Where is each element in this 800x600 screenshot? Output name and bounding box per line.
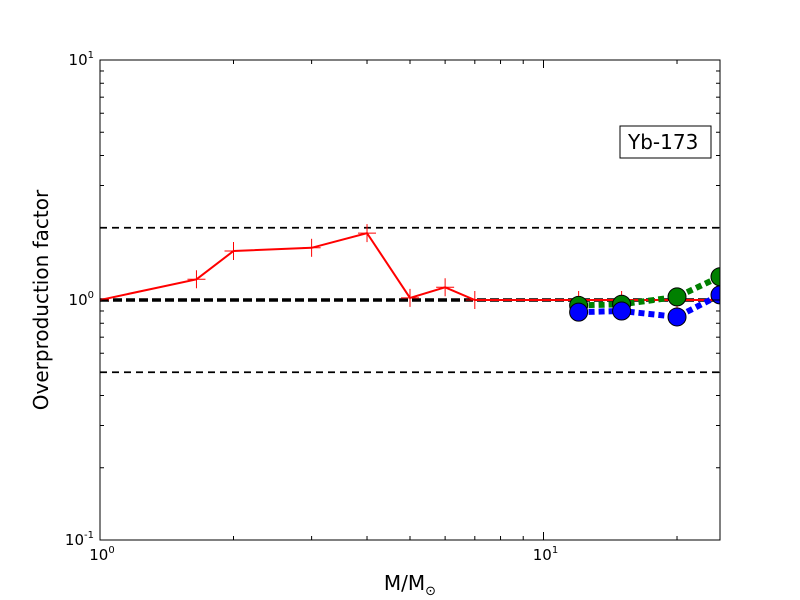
x-tick-label: 101 [533, 545, 558, 564]
x-axis-label-sun-symbol: ⊙ [425, 584, 436, 599]
data-point [667, 287, 687, 307]
y-tick-label: 10-1 [65, 530, 94, 549]
data-point [224, 242, 243, 261]
annotation-box: Yb-173 [619, 125, 712, 159]
x-axis-label: M/M⊙ [384, 571, 436, 599]
reference-lines [100, 226, 720, 374]
series-line-2 [578, 292, 720, 320]
y-tick-label: 101 [69, 50, 94, 69]
data-point [710, 285, 720, 305]
series-layer [100, 224, 720, 327]
x-tick-label: 100 [89, 545, 114, 564]
data-point [358, 224, 377, 243]
annotation-text: Yb-173 [627, 130, 698, 154]
data-point [667, 307, 687, 327]
y-tick-label: 100 [69, 290, 94, 309]
data-point [569, 302, 589, 322]
data-point [710, 267, 720, 287]
y-axis-label: Overproduction factor [29, 189, 53, 410]
series-line-0 [100, 231, 720, 301]
series-line-1 [578, 273, 720, 309]
data-point [465, 291, 484, 309]
x-axis-label-text: M/M [384, 571, 425, 595]
annotation-frame [619, 125, 712, 159]
data-point [436, 278, 455, 297]
series-clip-group [100, 224, 720, 327]
data-point [612, 301, 632, 321]
data-point [302, 238, 321, 257]
data-point [187, 270, 206, 289]
plot-frame [99, 59, 721, 541]
data-point [401, 288, 419, 307]
